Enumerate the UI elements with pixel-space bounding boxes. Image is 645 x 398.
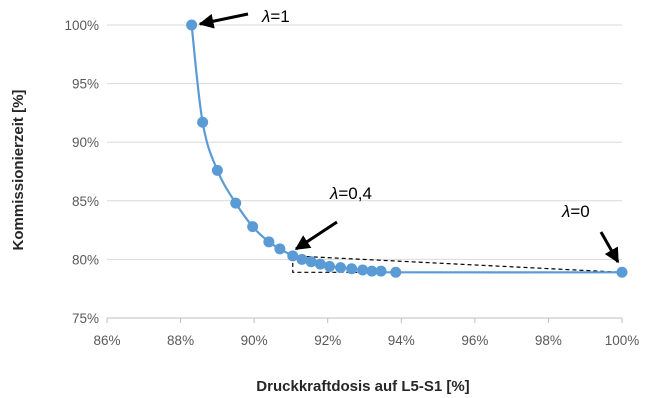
data-point [324, 260, 336, 272]
data-point [616, 266, 628, 278]
x-tick-label: 94% [388, 333, 415, 348]
x-tick-label: 98% [535, 333, 562, 348]
x-tick-label: 88% [167, 333, 194, 348]
x-tick-label: 96% [461, 333, 488, 348]
y-axis-title: Kommissionierzeit [%] [10, 90, 27, 251]
x-tick-label: 86% [93, 333, 120, 348]
data-point [211, 164, 223, 176]
data-point [390, 266, 402, 278]
y-tick-label: 85% [72, 194, 99, 209]
dashed-guide-line [292, 255, 623, 273]
annotations: λ=1 λ=0,4 λ=0 [198, 7, 620, 264]
x-tick-label: 92% [314, 333, 341, 348]
y-tick-label: 90% [72, 135, 99, 150]
data-point [287, 250, 299, 262]
dashed-guide-line [292, 255, 622, 273]
data-point [197, 116, 209, 128]
x-axis-title: Druckkraftdosis auf L5-S1 [%] [256, 378, 469, 395]
data-point [247, 221, 259, 233]
x-tick-label: 90% [241, 333, 268, 348]
dashed-guides [292, 255, 623, 273]
lambda-annotation-label: λ=1 [261, 7, 290, 26]
data-point [186, 19, 198, 31]
lambda-annotation-label: λ=0,4 [329, 184, 372, 203]
data-point [314, 258, 326, 270]
series-line [190, 24, 623, 274]
y-tick-label: 80% [72, 252, 99, 267]
annotation-arrow [599, 231, 620, 264]
data-point [230, 197, 242, 209]
data-point [366, 265, 378, 277]
lambda-annotation-label: λ=0 [561, 202, 590, 221]
data-point [335, 262, 347, 274]
annotation-arrow [294, 220, 338, 251]
y-tick-label: 95% [72, 77, 99, 92]
y-tick-label: 75% [72, 311, 99, 326]
data-point [274, 243, 286, 255]
data-point [346, 263, 358, 275]
data-point [296, 253, 308, 265]
x-tick-label: 100% [605, 333, 640, 348]
data-point [305, 256, 317, 268]
data-point [357, 264, 369, 276]
gridlines [107, 24, 622, 260]
data-point [263, 236, 275, 248]
data-point [375, 265, 387, 277]
series [186, 19, 628, 278]
annotation-arrow [198, 12, 249, 29]
axes: 75% 80% 85% 90% 95% 100% 86% 88% 90% 92% 94% 96% 98%… [64, 18, 639, 348]
y-tick-label: 100% [64, 18, 99, 33]
